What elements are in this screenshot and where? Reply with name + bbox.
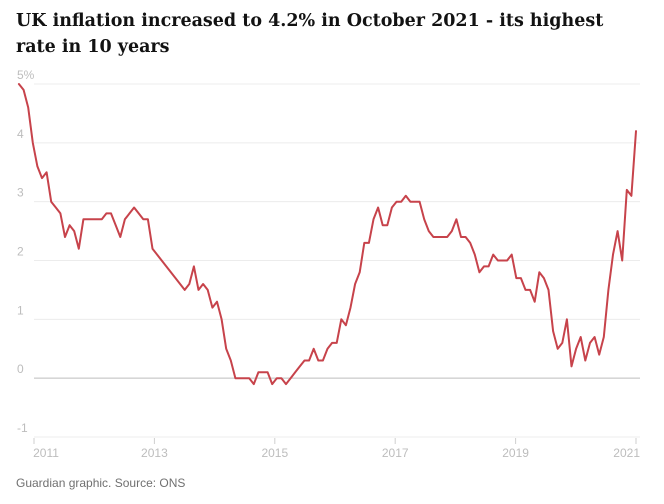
y-tick-label: 3 <box>17 186 24 200</box>
x-tick-label: 2019 <box>502 446 529 460</box>
y-axis-ticks: 5% 4 3 2 1 0 -1 <box>17 68 35 435</box>
source-note: Guardian graphic. Source: ONS <box>16 476 186 490</box>
x-tick-label: 2011 <box>33 446 59 460</box>
y-tick-label: 5% <box>17 68 35 82</box>
gridlines <box>34 83 640 438</box>
y-tick-label: 4 <box>17 127 24 141</box>
x-tick-label: 2021 <box>613 446 640 460</box>
x-tick-label: 2013 <box>141 446 168 460</box>
x-tick-label: 2015 <box>261 446 288 460</box>
chart-title: UK inflation increased to 4.2% in Octobe… <box>16 11 604 57</box>
y-tick-label: 1 <box>17 303 24 317</box>
y-tick-label: -1 <box>17 421 28 435</box>
x-axis-ticks: 2011 2013 2015 2017 2019 2021 <box>33 438 640 460</box>
inflation-series-line <box>17 83 637 386</box>
x-tick-label: 2017 <box>382 446 409 460</box>
y-tick-label: 2 <box>17 245 24 259</box>
y-tick-label: 0 <box>17 362 24 376</box>
